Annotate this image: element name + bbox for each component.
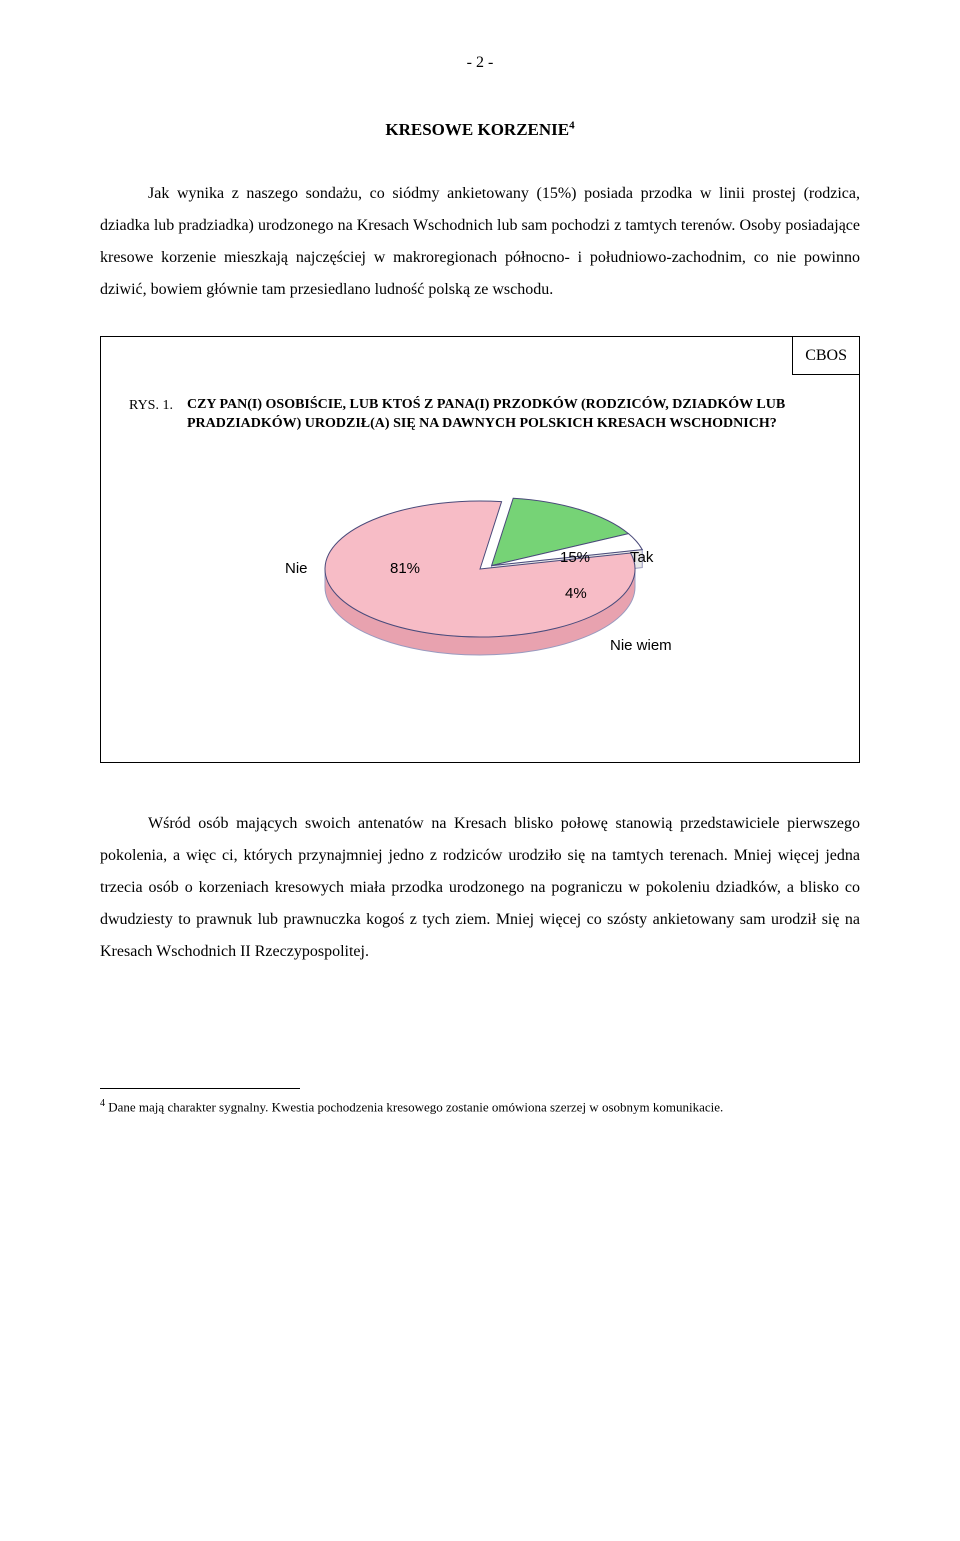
pie-chart-svg <box>230 474 730 704</box>
pie-pct-tak: 15% <box>560 546 590 570</box>
chart-figure-label: RYS. 1. <box>129 395 173 434</box>
footnote-rule <box>100 1088 300 1089</box>
paragraph-2: Wśród osób mających swoich antenatów na … <box>100 808 860 968</box>
section-heading-text: KRESOWE KORZENIE <box>385 120 569 139</box>
pie-label-niewiem: Nie wiem <box>610 634 672 658</box>
section-heading-footnote-ref: 4 <box>569 119 575 131</box>
chart-box: CBOS RYS. 1. CZY PAN(I) OSOBIŚCIE, LUB K… <box>100 336 860 763</box>
cbos-badge: CBOS <box>792 336 860 376</box>
chart-title-row: RYS. 1. CZY PAN(I) OSOBIŚCIE, LUB KTOŚ Z… <box>129 395 831 434</box>
footnote: 4 Dane mają charakter sygnalny. Kwestia … <box>100 1097 860 1117</box>
pie-label-tak: Tak <box>630 546 653 570</box>
pie-wrap: Nie 81% 15% Tak 4% Nie wiem <box>230 474 730 704</box>
paragraph-1: Jak wynika z naszego sondażu, co siódmy … <box>100 178 860 306</box>
pie-pct-nie: 81% <box>390 557 420 581</box>
section-heading: KRESOWE KORZENIE4 <box>100 116 860 143</box>
pie-label-nie: Nie <box>285 557 308 581</box>
pie-pct-niewiem: 4% <box>565 582 587 606</box>
chart-question: CZY PAN(I) OSOBIŚCIE, LUB KTOŚ Z PANA(I)… <box>187 395 831 434</box>
pie-container: Nie 81% 15% Tak 4% Nie wiem <box>129 464 831 734</box>
footnote-text: Dane mają charakter sygnalny. Kwestia po… <box>105 1099 723 1114</box>
page-number: - 2 - <box>100 50 860 76</box>
